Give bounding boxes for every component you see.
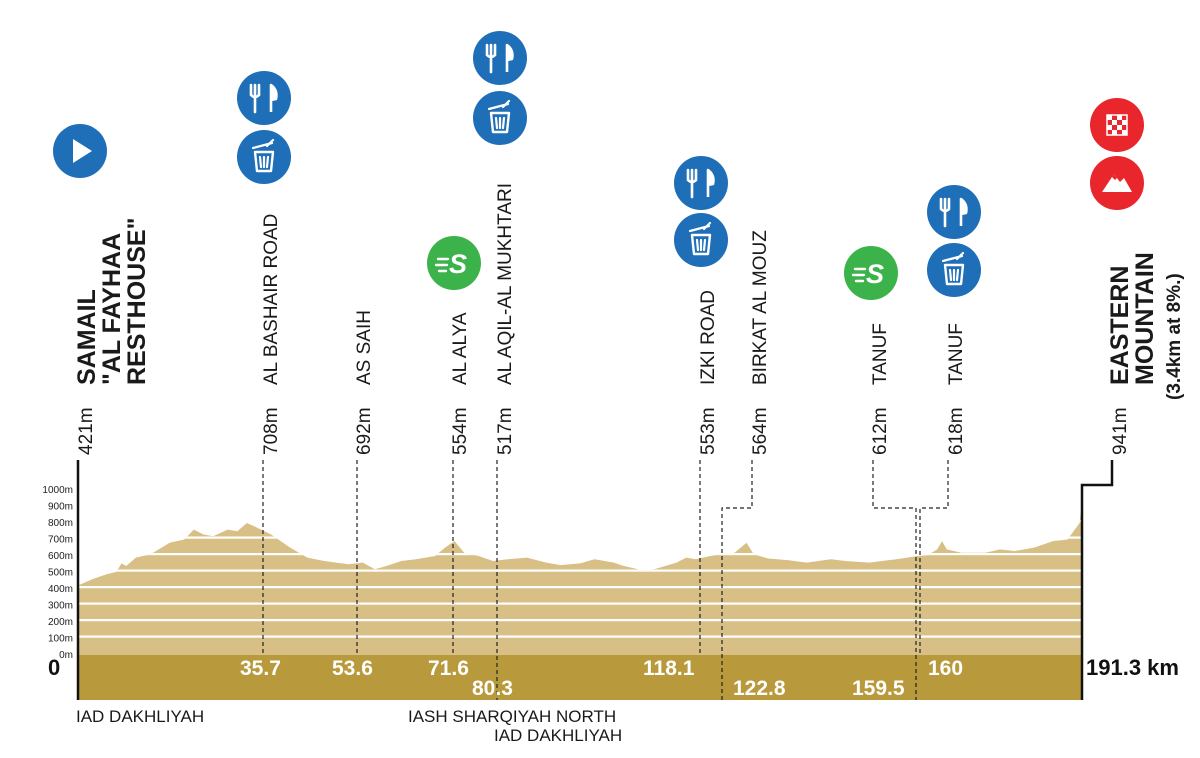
elev-160: 618m: [946, 407, 967, 455]
name-80-3: AL AQIL-AL MUKHTARI: [495, 183, 516, 385]
name-35-7: AL BASHAIR ROAD: [261, 214, 282, 385]
guide-birkat-al-mouz: [721, 460, 753, 700]
elevation-profile-area: [78, 499, 1082, 655]
food-icon: [237, 71, 291, 125]
name-118-1: IZKI ROAD: [698, 290, 719, 385]
guide-tanuf-sprint: [872, 460, 917, 700]
sprint-icon: S: [427, 236, 481, 290]
bin-icon: [237, 130, 291, 184]
waypoint-guides: [262, 460, 949, 700]
y-tick-label: 1000m: [42, 485, 73, 496]
name-159-5: TANUF: [870, 323, 891, 385]
km-start: 0: [48, 655, 60, 680]
sprint-icon: S: [844, 246, 898, 300]
km-122-8: 122.8: [733, 677, 786, 700]
y-tick-label: 500m: [48, 568, 73, 579]
km-71-6: 71.6: [428, 657, 469, 680]
finish-note: (3.4km at 8%.): [1164, 273, 1185, 400]
food-icon: [674, 156, 728, 210]
y-tick-label: 600m: [48, 551, 73, 562]
elev-53-6: 692m: [354, 407, 375, 455]
bin-icon: [473, 91, 527, 145]
svg-text:S: S: [866, 259, 884, 289]
food-icon: [927, 185, 981, 239]
finish-flag-icon: [1090, 98, 1144, 152]
elev-finish: 941m: [1110, 407, 1131, 455]
stripe-500: [78, 569, 1082, 572]
stripe-800: [78, 520, 1082, 523]
region-1: IAD DAKHLIYAH: [76, 707, 204, 726]
finish-name-line-2: MOUNTAIN: [1131, 252, 1159, 385]
stripe-900: [78, 503, 1082, 506]
km-80-3: 80.3: [472, 677, 513, 700]
y-tick-label: 700m: [48, 535, 73, 546]
stripe-200: [78, 619, 1082, 622]
y-tick-label: 300m: [48, 601, 73, 612]
km-159-5: 159.5: [852, 677, 905, 700]
bin-icon: [674, 213, 728, 267]
name-160: TANUF: [946, 323, 967, 385]
start-name-line-3: RESTHOUSE": [123, 218, 151, 385]
summit-finish-icon: [1090, 156, 1144, 210]
y-tick-label: 200m: [48, 617, 73, 628]
name-71-6: AL ALYA: [450, 312, 471, 385]
y-axis: 0m 100m 200m 300m 400m 500m 600m 700m 800m 900m 10…: [42, 485, 73, 661]
km-53-6: 53.6: [332, 657, 373, 680]
stripe-300: [78, 602, 1082, 605]
start-name-line-1: SAMAIL: [73, 289, 101, 385]
elev-80-3: 517m: [495, 407, 516, 455]
start-play-icon: [53, 124, 107, 178]
elev-118-1: 553m: [698, 407, 719, 455]
km-35-7: 35.7: [240, 657, 281, 680]
stripe-600: [78, 553, 1082, 556]
y-tick-label: 400m: [48, 584, 73, 595]
km-160: 160: [928, 657, 963, 680]
y-tick-label: 800m: [48, 518, 73, 529]
y-tick-label: 100m: [48, 634, 73, 645]
region-3: IAD DAKHLIYAH: [494, 726, 622, 745]
svg-text:S: S: [449, 249, 467, 279]
stripe-1000: [78, 487, 1082, 489]
start-name-line-2: "AL FAYHAA: [98, 233, 126, 385]
stripe-100: [78, 635, 1082, 638]
stripe-700: [78, 536, 1082, 539]
distance-band: [78, 655, 1082, 700]
elev-start: 421m: [76, 407, 97, 455]
food-icon: [473, 31, 527, 85]
finish-line: [1080, 460, 1114, 700]
elev-71-6: 554m: [450, 407, 471, 455]
km-finish: 191.3 km: [1086, 655, 1179, 680]
finish-name-line-1: EASTERN: [1106, 266, 1134, 385]
elev-122-8: 564m: [750, 407, 771, 455]
y-tick-label: 900m: [48, 502, 73, 513]
guide-tanuf-feed: [919, 460, 949, 655]
name-122-8: BIRKAT AL MOUZ: [750, 230, 771, 385]
y-tick-label: 0m: [59, 650, 73, 661]
region-2: IASH SHARQIYAH NORTH: [408, 707, 616, 726]
elev-159-5: 612m: [870, 407, 891, 455]
bin-icon: [927, 243, 981, 297]
name-53-6: AS SAIH: [354, 310, 375, 385]
km-118-1: 118.1: [643, 657, 695, 680]
stripe-400: [78, 586, 1082, 589]
elev-35-7: 708m: [261, 407, 282, 455]
